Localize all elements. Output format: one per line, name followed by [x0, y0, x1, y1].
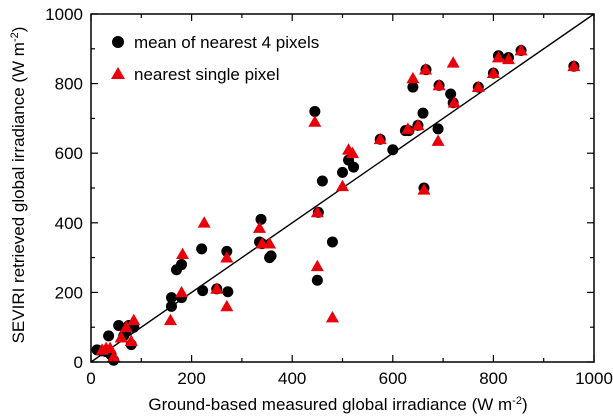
point-nearest-5 — [119, 320, 133, 333]
point-mean-26 — [265, 250, 277, 262]
point-mean-12 — [165, 300, 177, 312]
legend-marker-circle — [112, 36, 124, 48]
point-nearest-4 — [114, 331, 128, 343]
point-nearest-38 — [501, 52, 515, 65]
point-nearest-18 — [308, 115, 322, 127]
point-nearest-31 — [431, 134, 445, 146]
point-nearest-27 — [406, 71, 420, 84]
point-nearest-28 — [411, 118, 425, 131]
point-mean-17 — [196, 243, 208, 255]
x-tick-label: 200 — [177, 369, 205, 388]
point-nearest-8 — [163, 313, 177, 326]
legend: mean of nearest 4 pixels nearest single … — [111, 33, 319, 84]
x-tick-label: 1000 — [575, 369, 613, 388]
point-mean-36 — [387, 144, 399, 156]
x-tick-label: 400 — [278, 369, 306, 388]
point-nearest-15 — [253, 221, 267, 233]
x-tick-label: 0 — [86, 369, 95, 388]
point-mean-44 — [432, 123, 444, 135]
y-tick-label: 400 — [55, 214, 83, 233]
point-nearest-26 — [401, 122, 415, 134]
y-tick-label: 200 — [55, 283, 83, 302]
point-mean-18 — [197, 285, 209, 297]
point-mean-46 — [445, 88, 457, 100]
point-nearest-36 — [486, 66, 500, 79]
point-mean-13 — [165, 292, 177, 304]
point-nearest-21 — [325, 310, 339, 323]
point-nearest-37 — [491, 51, 505, 63]
point-nearest-20 — [310, 205, 324, 218]
point-nearest-30 — [418, 63, 432, 75]
point-mean-3 — [103, 330, 115, 342]
point-nearest-9 — [175, 285, 189, 298]
x-tick-label: 800 — [479, 369, 507, 388]
point-nearest-7 — [127, 313, 141, 326]
x-tick-label: 600 — [379, 369, 407, 388]
y-tick-label: 1000 — [45, 5, 83, 24]
axes: 0 200 400 600 800 1000 0 200 400 600 800 1000 — [45, 5, 613, 388]
y-axis-title: SEVIRI retrieved global irradiance (W m-… — [9, 27, 28, 344]
point-nearest-35 — [471, 80, 485, 92]
point-nearest-11 — [197, 216, 211, 228]
point-mean-31 — [326, 236, 338, 248]
point-nearest-25 — [373, 132, 387, 145]
point-nearest-29 — [417, 183, 431, 195]
point-mean-32 — [337, 166, 348, 178]
point-mean-30 — [316, 175, 328, 187]
point-mean-41 — [417, 107, 429, 119]
legend-marker-triangle — [111, 67, 125, 79]
point-nearest-14 — [220, 299, 234, 312]
point-mean-15 — [176, 259, 188, 271]
point-nearest-3 — [107, 350, 121, 362]
data-points — [91, 44, 581, 366]
point-mean-23 — [255, 213, 267, 225]
point-mean-28 — [311, 274, 323, 286]
point-mean-21 — [222, 286, 234, 298]
y-tick-label: 800 — [55, 75, 83, 94]
point-nearest-24 — [346, 146, 360, 159]
point-nearest-12 — [210, 282, 224, 294]
point-mean-39 — [407, 81, 419, 93]
point-nearest-34 — [447, 96, 461, 108]
point-nearest-2 — [103, 341, 117, 353]
point-nearest-10 — [176, 247, 190, 259]
legend-label-nearest: nearest single pixel — [134, 65, 280, 84]
legend-label-mean: mean of nearest 4 pixels — [134, 33, 319, 52]
x-axis-title: Ground-based measured global irradiance … — [148, 395, 527, 414]
point-nearest-40 — [567, 59, 581, 72]
point-mean-34 — [348, 161, 360, 173]
point-nearest-33 — [446, 56, 460, 68]
point-nearest-19 — [310, 259, 324, 272]
point-nearest-22 — [336, 179, 349, 192]
point-nearest-32 — [432, 78, 446, 91]
y-tick-label: 0 — [74, 353, 83, 372]
point-nearest-13 — [220, 251, 234, 263]
y-tick-label: 600 — [55, 144, 83, 163]
point-mean-27 — [309, 105, 321, 117]
point-nearest-39 — [514, 44, 528, 56]
point-nearest-17 — [263, 237, 277, 249]
point-nearest-6 — [124, 334, 138, 346]
